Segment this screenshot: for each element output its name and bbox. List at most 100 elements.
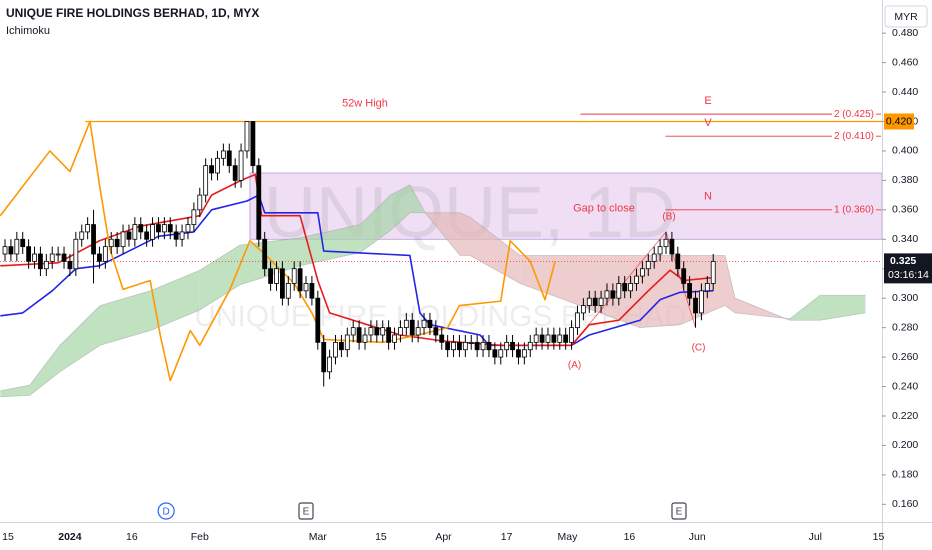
- candle-body: [457, 341, 462, 351]
- candle-body: [38, 253, 43, 270]
- candle-body: [657, 246, 663, 255]
- event-label[interactable]: E: [676, 507, 683, 518]
- y-tick-label: 0.200: [892, 439, 918, 451]
- candle-body: [150, 224, 155, 240]
- last-price-box: [884, 253, 932, 284]
- candle-body: [445, 341, 451, 351]
- indicator-line: [0, 120, 556, 382]
- candle-body: [179, 231, 185, 240]
- cloud-edge: [0, 212, 866, 398]
- candle-body: [622, 283, 628, 292]
- candle-body: [85, 224, 91, 233]
- candle-body: [250, 121, 256, 167]
- cloud-segment: [199, 245, 240, 310]
- candle-body: [262, 238, 268, 270]
- candle-body: [26, 246, 32, 262]
- candle-body: [521, 349, 527, 358]
- candle-body: [551, 334, 557, 343]
- candle-body: [350, 327, 356, 336]
- candle-body: [374, 327, 380, 336]
- cloud-segment: [460, 212, 471, 256]
- candle-body: [634, 275, 639, 284]
- candle-body: [687, 283, 693, 299]
- candle-body: [575, 312, 580, 329]
- candle-body: [580, 305, 586, 314]
- x-tick-label: 15: [2, 531, 14, 543]
- candle-body: [73, 238, 79, 270]
- candle-body: [468, 341, 474, 344]
- x-tick-label: 16: [126, 531, 138, 543]
- candle-body: [344, 334, 350, 351]
- candle-body: [403, 319, 409, 329]
- wave-label: (A): [568, 360, 581, 371]
- candle-body: [120, 231, 126, 248]
- candle-body: [161, 224, 167, 233]
- y-tick-label: 0.400: [892, 145, 918, 157]
- y-tick-label: 0.240: [892, 380, 918, 392]
- candle-body: [421, 319, 427, 329]
- level-label: 2 (0.425): [834, 109, 874, 120]
- candle-body: [185, 224, 191, 233]
- countdown: 03:16:14: [888, 269, 929, 281]
- candle-body: [238, 150, 244, 181]
- candle-body: [8, 246, 14, 255]
- candle-body: [20, 238, 26, 248]
- cloud-segment: [820, 295, 866, 321]
- currency-box[interactable]: [884, 5, 928, 28]
- candle-body: [97, 253, 102, 262]
- candle-body: [557, 334, 563, 343]
- high-label: 52w High: [342, 97, 388, 109]
- candle-body: [669, 238, 675, 255]
- candle-body: [274, 268, 279, 284]
- candle-body: [533, 334, 539, 343]
- candle-body: [516, 349, 521, 358]
- candle-body: [327, 356, 333, 373]
- candle-body: [380, 327, 386, 336]
- candle-body: [108, 238, 114, 248]
- candle-body: [91, 224, 96, 255]
- event-label[interactable]: E: [303, 507, 310, 518]
- y-tick-label: 0.460: [892, 56, 918, 68]
- candle-body: [49, 253, 55, 262]
- last-price-label: 0.325: [890, 255, 916, 267]
- cloud-segment: [360, 195, 391, 253]
- candle-body: [462, 341, 468, 351]
- candle-body: [167, 224, 173, 233]
- candle-body: [451, 341, 456, 351]
- candle-body: [102, 246, 108, 262]
- event-label[interactable]: D: [163, 507, 170, 518]
- cloud-segment: [150, 270, 200, 331]
- candle-body: [173, 231, 179, 240]
- indicator-line: [0, 194, 714, 347]
- event-marker[interactable]: [157, 502, 175, 520]
- wave-label: (B): [662, 212, 675, 223]
- currency[interactable]: MYR: [894, 11, 918, 23]
- indicator-name: Ichimoku: [6, 25, 50, 37]
- candle-body: [43, 260, 49, 270]
- cloud-segment: [680, 255, 726, 325]
- candle-body: [504, 341, 510, 351]
- candle-body: [480, 341, 486, 351]
- candle-body: [439, 334, 445, 343]
- y-tick-label: 0.360: [892, 204, 918, 216]
- candle-body: [545, 334, 551, 343]
- candle-body: [563, 334, 569, 343]
- candle-body: [409, 319, 415, 336]
- level-label: 2 (0.410): [834, 131, 874, 142]
- cloud-segment: [29, 345, 60, 396]
- x-tick-label: 15: [375, 531, 387, 543]
- y-tick-label: 0.160: [892, 498, 918, 510]
- event-marker[interactable]: [298, 502, 314, 520]
- chart-title: UNIQUE FIRE HOLDINGS BERHAD, 1D, MYX: [6, 6, 259, 20]
- candle-body: [492, 349, 498, 358]
- candle-body: [675, 253, 681, 270]
- candle-body: [126, 231, 132, 240]
- candle-body: [215, 157, 220, 174]
- y-tick-label: 0.260: [892, 351, 918, 363]
- candle-body: [498, 349, 504, 358]
- candle-body: [191, 209, 197, 225]
- event-marker[interactable]: [671, 502, 687, 520]
- candle-body: [710, 260, 716, 284]
- candle-body: [569, 327, 574, 343]
- candle-body: [339, 341, 344, 351]
